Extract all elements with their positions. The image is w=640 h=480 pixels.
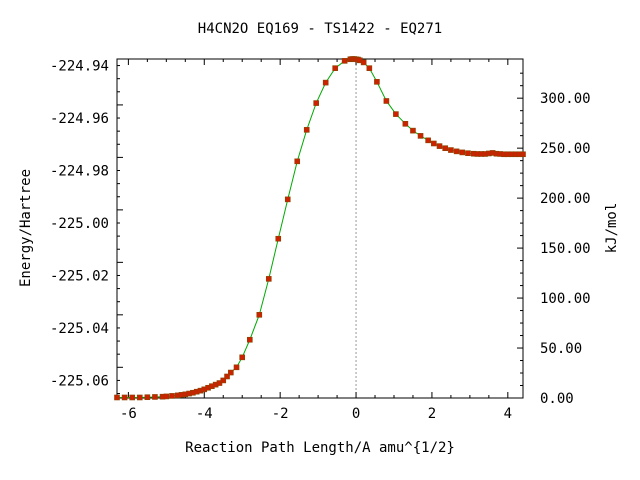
y2-axis-label: kJ/mol bbox=[604, 203, 620, 254]
data-point bbox=[374, 79, 380, 85]
data-point bbox=[332, 65, 338, 71]
data-point bbox=[465, 150, 471, 156]
x-tick-label: 0 bbox=[352, 406, 360, 422]
data-point bbox=[383, 98, 390, 104]
data-point bbox=[121, 394, 128, 401]
data-point bbox=[169, 393, 175, 399]
y2-tick-label: 150.00 bbox=[540, 241, 591, 257]
data-point bbox=[436, 143, 443, 149]
x-tick-label: 2 bbox=[428, 406, 436, 422]
y2-tick-label: 200.00 bbox=[540, 191, 591, 207]
x-axis-label: Reaction Path Length/A amu^{1/2} bbox=[185, 440, 455, 456]
data-point bbox=[265, 276, 272, 282]
data-point bbox=[322, 79, 329, 86]
data-point bbox=[393, 111, 399, 117]
data-point bbox=[233, 364, 240, 371]
data-point bbox=[313, 100, 320, 106]
y2-tick-label: 100.00 bbox=[540, 291, 591, 307]
data-point bbox=[402, 121, 409, 127]
y-tick-label: -224.98 bbox=[50, 164, 109, 180]
data-point bbox=[459, 149, 466, 156]
energy-curve-line bbox=[117, 58, 523, 398]
y2-tick-label: 300.00 bbox=[540, 91, 591, 107]
data-point bbox=[275, 235, 282, 242]
data-point bbox=[453, 148, 460, 155]
data-point bbox=[431, 140, 437, 147]
y2-tick-label: 250.00 bbox=[540, 141, 591, 157]
chart-title: H4CN2O EQ169 - TS1422 - EQ271 bbox=[198, 21, 442, 37]
data-point bbox=[163, 393, 170, 400]
data-point bbox=[239, 354, 246, 361]
data-point bbox=[220, 377, 227, 384]
data-point bbox=[417, 133, 424, 139]
data-point bbox=[360, 59, 367, 66]
y-tick-label: -224.96 bbox=[50, 111, 109, 127]
data-point bbox=[247, 336, 253, 343]
data-point bbox=[129, 394, 135, 401]
data-point bbox=[520, 151, 526, 158]
y-tick-label: -224.94 bbox=[50, 59, 109, 75]
data-point bbox=[448, 147, 454, 153]
x-tick-label: 4 bbox=[504, 406, 512, 422]
data-point bbox=[294, 158, 301, 165]
y-tick-label: -225.04 bbox=[50, 321, 109, 337]
data-point bbox=[442, 145, 449, 152]
data-point bbox=[224, 373, 230, 380]
y-tick-label: -225.00 bbox=[50, 216, 109, 232]
data-point bbox=[341, 58, 348, 64]
y-tick-label: -225.06 bbox=[50, 373, 109, 389]
data-point bbox=[284, 196, 291, 203]
data-point bbox=[144, 394, 151, 401]
x-tick-label: -4 bbox=[196, 406, 213, 422]
data-point bbox=[136, 394, 143, 401]
y-axis-label: Energy/Hartree bbox=[18, 169, 34, 287]
data-point bbox=[228, 369, 234, 376]
data-point bbox=[366, 65, 373, 71]
data-point bbox=[256, 312, 263, 318]
y-tick-label: -225.02 bbox=[50, 268, 109, 284]
x-tick-label: -6 bbox=[120, 406, 137, 422]
data-point bbox=[303, 127, 310, 133]
data-point bbox=[152, 394, 158, 400]
data-point bbox=[114, 394, 120, 401]
x-tick-label: -2 bbox=[272, 406, 289, 422]
data-point bbox=[425, 137, 431, 144]
data-point bbox=[410, 127, 416, 134]
y2-tick-label: 50.00 bbox=[540, 341, 582, 357]
plot-frame bbox=[116, 58, 524, 399]
y2-tick-label: 0.00 bbox=[540, 391, 574, 407]
